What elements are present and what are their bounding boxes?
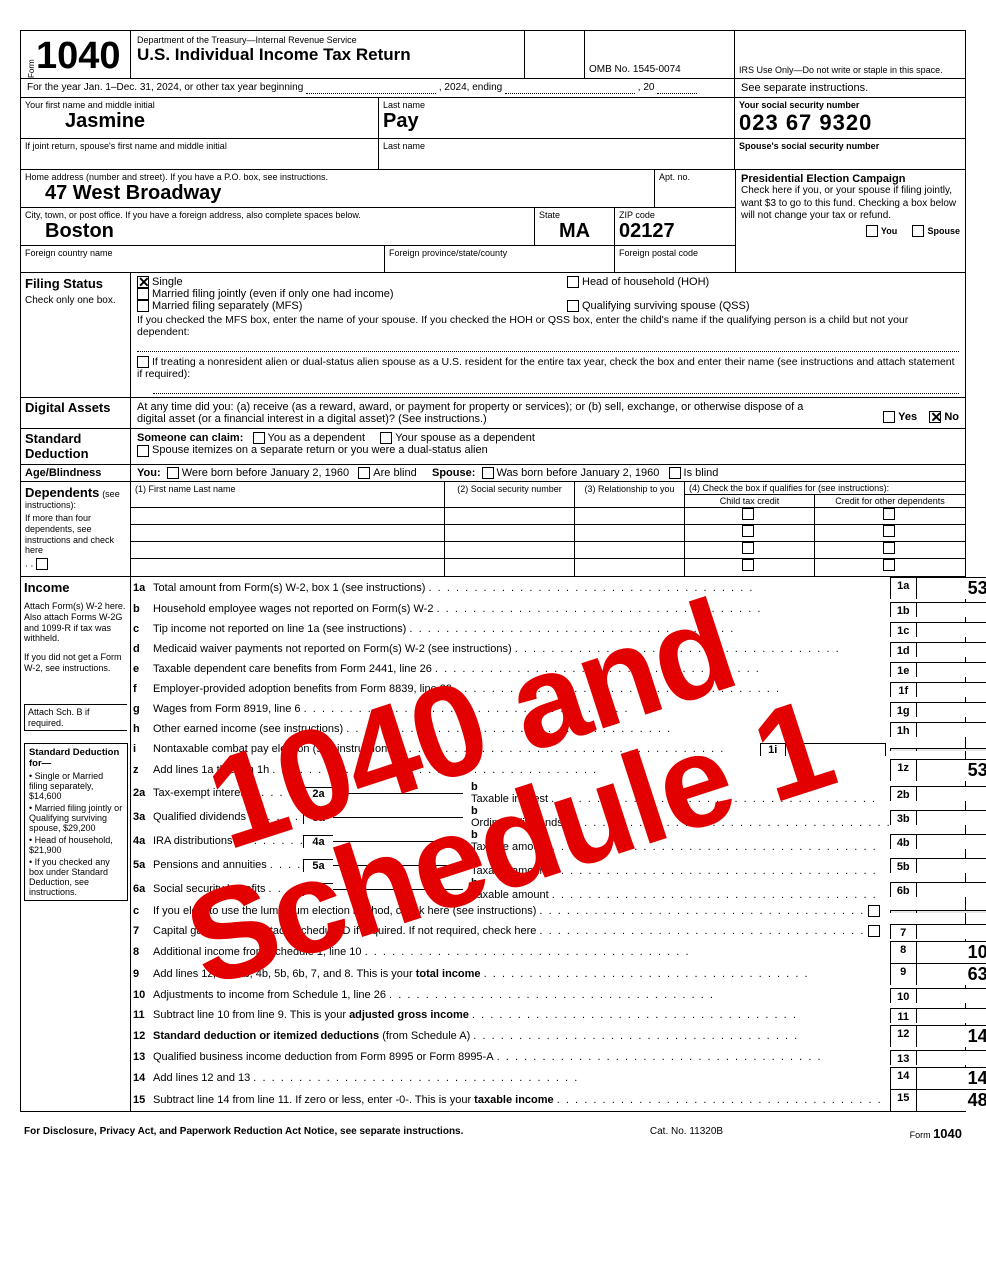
nra-checkbox[interactable] — [137, 356, 149, 368]
mfj-checkbox[interactable] — [137, 288, 149, 300]
line-11: 11 Subtract line 10 from line 9. This is… — [131, 1005, 986, 1025]
pec-box: Presidential Election Campaign Check her… — [735, 170, 965, 272]
line-8: 8 Additional income from Schedule 1, lin… — [131, 941, 986, 963]
line-15: 15 Subtract line 14 from line 11. If zer… — [131, 1089, 986, 1111]
ssn-field[interactable]: 023 67 9320 — [739, 110, 961, 136]
line-10: 10 Adjustments to income from Schedule 1… — [131, 985, 986, 1005]
omb-number: OMB No. 1545-0074 — [585, 31, 735, 78]
dept-label: Department of the Treasury—Internal Reve… — [137, 35, 518, 45]
pec-you-checkbox[interactable] — [866, 225, 878, 237]
name-row: Your first name and middle initial Jasmi… — [21, 98, 965, 139]
more-dependents-checkbox[interactable] — [36, 558, 48, 570]
zip-field[interactable]: 02127 — [619, 220, 731, 243]
std-deduction-sidebar: Standard Deduction for— • Single or Marr… — [24, 743, 128, 901]
mfs-checkbox[interactable] — [137, 300, 149, 312]
line-1d: d Medicaid waiver payments not reported … — [131, 639, 986, 659]
you-born-checkbox[interactable] — [167, 467, 179, 479]
income-section: Income Attach Form(s) W-2 here. Also att… — [21, 577, 965, 1111]
qss-checkbox[interactable] — [567, 300, 579, 312]
hoh-checkbox[interactable] — [567, 276, 579, 288]
state-field[interactable]: MA — [539, 220, 610, 243]
line-1c: c Tip income not reported on line 1a (se… — [131, 619, 986, 639]
dependent-rows — [131, 508, 965, 576]
line-1i: i Nontaxable combat pay election (see in… — [131, 739, 986, 759]
line-1e: e Taxable dependent care benefits from F… — [131, 659, 986, 679]
line-7: 7 Capital gain or (loss). Attach Schedul… — [131, 921, 986, 941]
line-3a: 3a Qualified dividends . . . . . . . . .… — [131, 805, 986, 829]
age-blindness-section: Age/Blindness You: Were born before Janu… — [21, 465, 965, 482]
spouse-itemizes-checkbox[interactable] — [137, 445, 149, 457]
line-13: 13 Qualified business income deduction f… — [131, 1047, 986, 1067]
spouse-born-checkbox[interactable] — [482, 467, 494, 479]
line-6a: 6a Social security benefits . . . . . . … — [131, 877, 986, 901]
tax-year-row: For the year Jan. 1–Dec. 31, 2024, or ot… — [21, 79, 965, 98]
line-1b: b Household employee wages not reported … — [131, 599, 986, 619]
line-2a: 2a Tax-exempt interest . . . . . . . . .… — [131, 781, 986, 805]
line-9: 9 Add lines 1z, 2b, 3b, 4b, 5b, 6b, 7, a… — [131, 963, 986, 985]
form-footer: For Disclosure, Privacy Act, and Paperwo… — [20, 1122, 966, 1141]
address-field[interactable]: 47 West Broadway — [25, 182, 650, 205]
spouse-dependent-checkbox[interactable] — [380, 432, 392, 444]
line-1a: 1a Total amount from Form(s) W-2, box 1 … — [131, 577, 986, 599]
line-14: 14 Add lines 12 and 13 . . . . . . . . .… — [131, 1067, 986, 1089]
std-deduction-section: Standard Deduction Someone can claim: Yo… — [21, 429, 965, 465]
form-title: U.S. Individual Income Tax Return — [137, 45, 518, 65]
you-blind-checkbox[interactable] — [358, 467, 370, 479]
spouse-name-row: If joint return, spouse's first name and… — [21, 139, 965, 170]
digital-assets-section: Digital Assets At any time did you: (a) … — [21, 398, 965, 429]
address-block: Home address (number and street). If you… — [21, 170, 965, 273]
line-12: 12 Standard deduction or itemized deduct… — [131, 1025, 986, 1047]
single-checkbox[interactable] — [137, 276, 149, 288]
line-4a: 4a IRA distributions . . . . . . . . . .… — [131, 829, 986, 853]
pec-spouse-checkbox[interactable] — [912, 225, 924, 237]
line-1z: z Add lines 1a through 1h . . . . . . . … — [131, 759, 986, 781]
last-name-field[interactable]: Pay — [383, 110, 730, 133]
digital-yes-checkbox[interactable] — [883, 411, 895, 423]
first-name-field[interactable]: Jasmine — [25, 110, 374, 133]
irs-use-only: IRS Use Only—Do not write or staple in t… — [735, 31, 965, 78]
line-1f: f Employer-provided adoption benefits fr… — [131, 679, 986, 699]
form-number: 1040 — [36, 35, 121, 78]
line-1h: h Other earned income (see instructions)… — [131, 719, 986, 739]
digital-no-checkbox[interactable] — [929, 411, 941, 423]
spouse-blind-checkbox[interactable] — [669, 467, 681, 479]
line-6c: c If you elect to use the lump-sum elect… — [131, 901, 986, 921]
form-1040: Form 1040 Department of the Treasury—Int… — [20, 30, 966, 1112]
line-5a: 5a Pensions and annuities . . . . . . . … — [131, 853, 986, 877]
line-1g: g Wages from Form 8919, line 6 . . . . .… — [131, 699, 986, 719]
filing-status-section: Filing Status Check only one box. Single… — [21, 273, 965, 398]
form-prefix: Form — [27, 40, 36, 78]
dependents-section: Dependents (see instructions): If more t… — [21, 482, 965, 577]
city-field[interactable]: Boston — [25, 220, 530, 243]
see-instructions: See separate instructions. — [735, 79, 965, 97]
header-row: Form 1040 Department of the Treasury—Int… — [21, 31, 965, 79]
you-dependent-checkbox[interactable] — [253, 432, 265, 444]
